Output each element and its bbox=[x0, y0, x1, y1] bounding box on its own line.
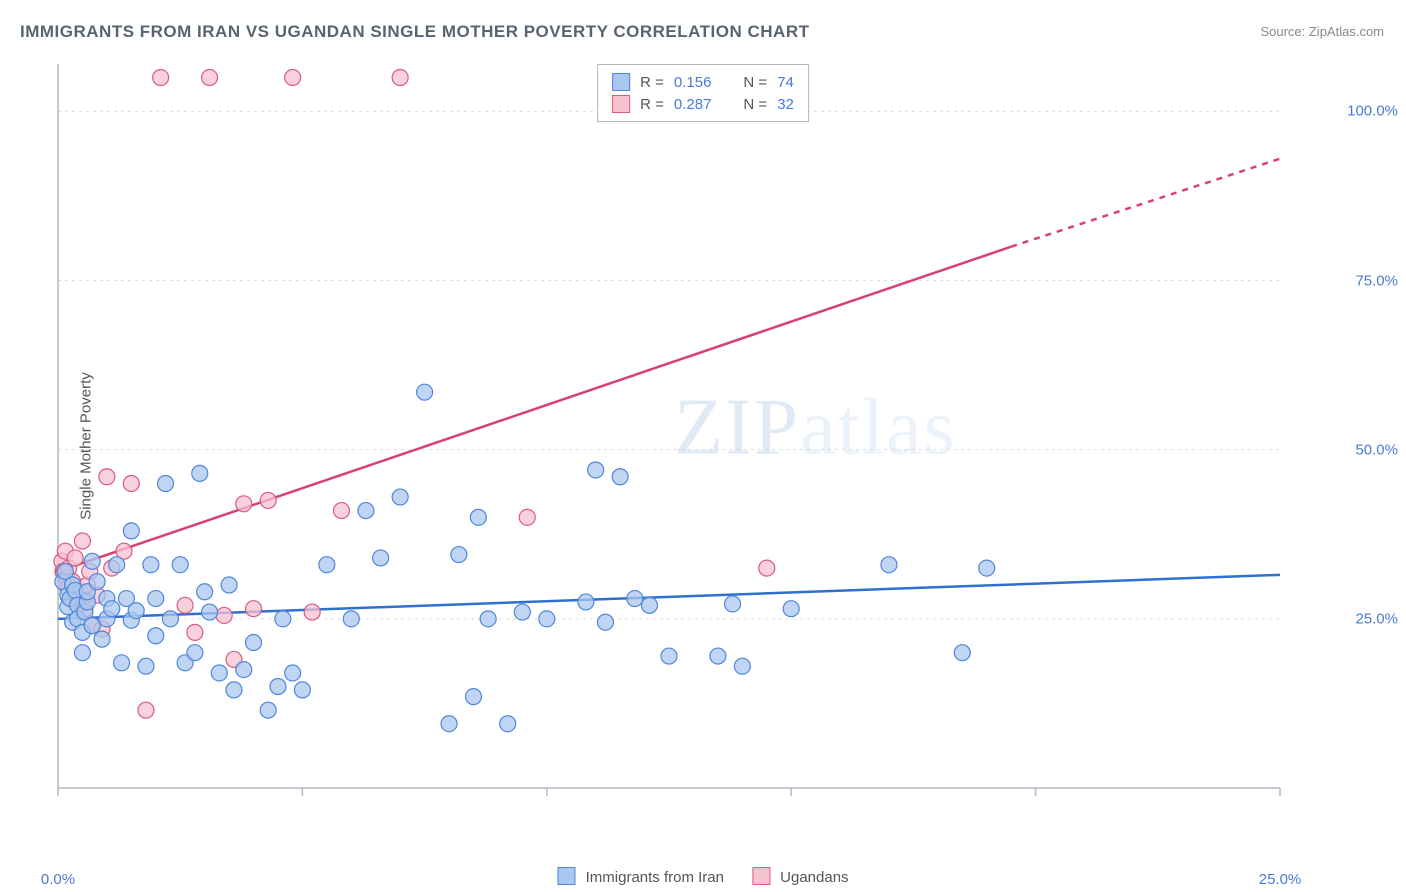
series-legend: Immigrants from Iran Ugandans bbox=[557, 867, 848, 886]
legend-r-label: R = bbox=[640, 96, 664, 113]
legend-n-value: 32 bbox=[777, 96, 794, 113]
legend-n-value: 74 bbox=[777, 74, 794, 91]
scatter-svg bbox=[50, 60, 1350, 830]
y-tick-label: 100.0% bbox=[1347, 103, 1398, 120]
legend-r-label: R = bbox=[640, 74, 664, 91]
chart-title: IMMIGRANTS FROM IRAN VS UGANDAN SINGLE M… bbox=[20, 22, 810, 42]
x-tick-label: 0.0% bbox=[41, 871, 75, 888]
legend-row: R = 0.287 N = 32 bbox=[612, 93, 794, 115]
chart-container: IMMIGRANTS FROM IRAN VS UGANDAN SINGLE M… bbox=[0, 0, 1406, 892]
legend-swatch-icon bbox=[612, 73, 630, 91]
legend-label: Ugandans bbox=[780, 869, 848, 886]
chart-source: Source: ZipAtlas.com bbox=[1260, 24, 1384, 39]
legend-item: Immigrants from Iran bbox=[557, 867, 724, 886]
legend-r-value: 0.156 bbox=[674, 74, 712, 91]
plot-area bbox=[50, 60, 1350, 830]
legend-swatch-icon bbox=[557, 867, 575, 885]
legend-swatch-icon bbox=[752, 867, 770, 885]
legend-r-value: 0.287 bbox=[674, 96, 712, 113]
legend-n-label: N = bbox=[743, 96, 767, 113]
legend-item: Ugandans bbox=[752, 867, 849, 886]
legend-row: R = 0.156 N = 74 bbox=[612, 71, 794, 93]
legend-swatch-icon bbox=[612, 95, 630, 113]
stats-legend: R = 0.156 N = 74 R = 0.287 N = 32 bbox=[597, 64, 809, 122]
legend-n-label: N = bbox=[743, 74, 767, 91]
y-tick-label: 25.0% bbox=[1355, 610, 1398, 627]
legend-label: Immigrants from Iran bbox=[586, 869, 724, 886]
x-tick-label: 25.0% bbox=[1259, 871, 1302, 888]
y-tick-label: 75.0% bbox=[1355, 272, 1398, 289]
y-tick-label: 50.0% bbox=[1355, 441, 1398, 458]
